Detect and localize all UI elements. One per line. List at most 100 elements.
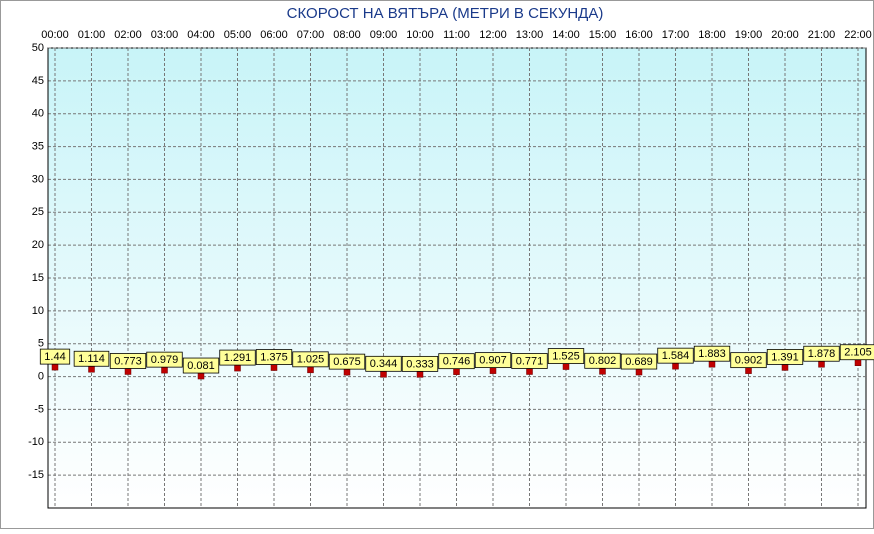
data-label-box xyxy=(839,344,874,361)
marker xyxy=(526,368,533,375)
y-tick-label: 5 xyxy=(38,338,44,350)
marker xyxy=(672,362,679,370)
marker xyxy=(635,368,643,376)
data-label: 0.081 xyxy=(187,360,215,372)
data-label-box xyxy=(511,353,548,369)
data-label-box xyxy=(365,355,402,372)
marker xyxy=(307,366,314,374)
data-label-box xyxy=(766,349,804,365)
data-label: 0.746 xyxy=(443,356,471,368)
x-tick-label: 01:00 xyxy=(78,29,106,41)
marker xyxy=(745,367,752,374)
x-tick-label: 00:00 xyxy=(41,29,69,41)
data-label: 0.675 xyxy=(333,356,361,368)
x-tick-label: 19:00 xyxy=(735,29,763,41)
data-label-box xyxy=(109,353,147,369)
marker xyxy=(781,364,789,371)
x-tick-label: 02:00 xyxy=(114,29,142,41)
marker xyxy=(818,360,825,368)
data-label: 1.025 xyxy=(297,354,325,366)
y-tick-label: -15 xyxy=(28,469,44,481)
y-tick-label: 15 xyxy=(32,272,44,284)
data-label-box xyxy=(693,345,731,362)
data-label: 1.391 xyxy=(771,351,799,363)
y-tick-label: -5 xyxy=(34,403,44,415)
marker xyxy=(51,363,59,371)
y-tick-label: 0 xyxy=(38,370,44,382)
data-label-box xyxy=(182,357,220,374)
marker xyxy=(708,360,716,368)
data-label-box xyxy=(292,351,329,368)
data-label-box xyxy=(730,352,767,369)
marker xyxy=(343,368,351,376)
data-label: 1.375 xyxy=(260,351,288,363)
data-label: 0.902 xyxy=(735,355,763,367)
y-tick-label: 50 xyxy=(32,42,44,54)
data-label-box xyxy=(401,355,439,372)
data-label: 0.979 xyxy=(151,354,179,366)
x-tick-label: 17:00 xyxy=(662,29,690,41)
x-tick-label: 14:00 xyxy=(552,29,580,41)
marker xyxy=(234,364,241,372)
x-tick-label: 06:00 xyxy=(260,29,288,41)
data-label: 0.773 xyxy=(114,355,142,367)
x-tick-label: 12:00 xyxy=(479,29,507,41)
marker xyxy=(599,368,606,375)
x-tick-label: 13:00 xyxy=(516,29,544,41)
y-tick-label: -10 xyxy=(28,436,44,448)
y-tick-label: 35 xyxy=(32,140,44,152)
y-tick-label: 40 xyxy=(32,108,44,120)
data-label: 2.105 xyxy=(844,347,872,359)
data-label: 0.802 xyxy=(589,355,617,367)
data-label: 1.44 xyxy=(44,351,65,363)
x-tick-label: 10:00 xyxy=(406,29,434,41)
data-label-box xyxy=(438,353,475,370)
x-tick-label: 15:00 xyxy=(589,29,617,41)
y-tick-label: 20 xyxy=(32,239,44,251)
data-label: 1.584 xyxy=(662,350,690,362)
marker xyxy=(270,364,278,371)
marker xyxy=(416,371,424,378)
data-label-box xyxy=(474,352,512,369)
data-label: 0.907 xyxy=(479,355,507,367)
data-label: 0.333 xyxy=(406,358,434,370)
data-label: 0.344 xyxy=(370,358,398,370)
x-tick-label: 04:00 xyxy=(187,29,215,41)
data-label: 0.771 xyxy=(516,355,544,367)
x-tick-label: 03:00 xyxy=(151,29,179,41)
data-label: 1.291 xyxy=(224,352,252,364)
chart-title: СКОРОСТ НА ВЯТЪРА (МЕТРИ В СЕКУНДА) xyxy=(287,5,604,22)
marker xyxy=(489,367,497,374)
data-label-box xyxy=(39,348,71,365)
data-label-box xyxy=(547,348,585,364)
y-tick-label: 30 xyxy=(32,173,44,185)
data-label: 1.114 xyxy=(78,353,105,365)
marker xyxy=(854,359,862,366)
data-label-box xyxy=(803,345,840,362)
x-tick-label: 05:00 xyxy=(224,29,252,41)
marker xyxy=(562,363,570,370)
x-tick-label: 18:00 xyxy=(698,29,726,41)
data-label-box xyxy=(584,352,621,369)
x-tick-label: 22:00 xyxy=(844,29,872,41)
x-tick-label: 09:00 xyxy=(370,29,398,41)
data-label: 1.878 xyxy=(808,348,836,360)
data-label-box xyxy=(620,353,658,370)
data-label-box xyxy=(219,349,256,366)
x-tick-label: 20:00 xyxy=(771,29,799,41)
data-label-box xyxy=(657,347,694,364)
x-tick-label: 16:00 xyxy=(625,29,653,41)
x-tick-label: 08:00 xyxy=(333,29,361,41)
data-label: 1.525 xyxy=(552,350,580,362)
marker xyxy=(88,366,95,373)
marker xyxy=(124,368,132,375)
x-tick-label: 21:00 xyxy=(808,29,836,41)
y-tick-label: 25 xyxy=(32,206,44,218)
y-tick-label: 10 xyxy=(32,305,44,317)
x-tick-label: 07:00 xyxy=(297,29,325,41)
data-label-box xyxy=(328,353,366,370)
data-label: 1.883 xyxy=(698,348,726,360)
marker xyxy=(453,368,460,375)
data-label-box xyxy=(73,350,110,367)
